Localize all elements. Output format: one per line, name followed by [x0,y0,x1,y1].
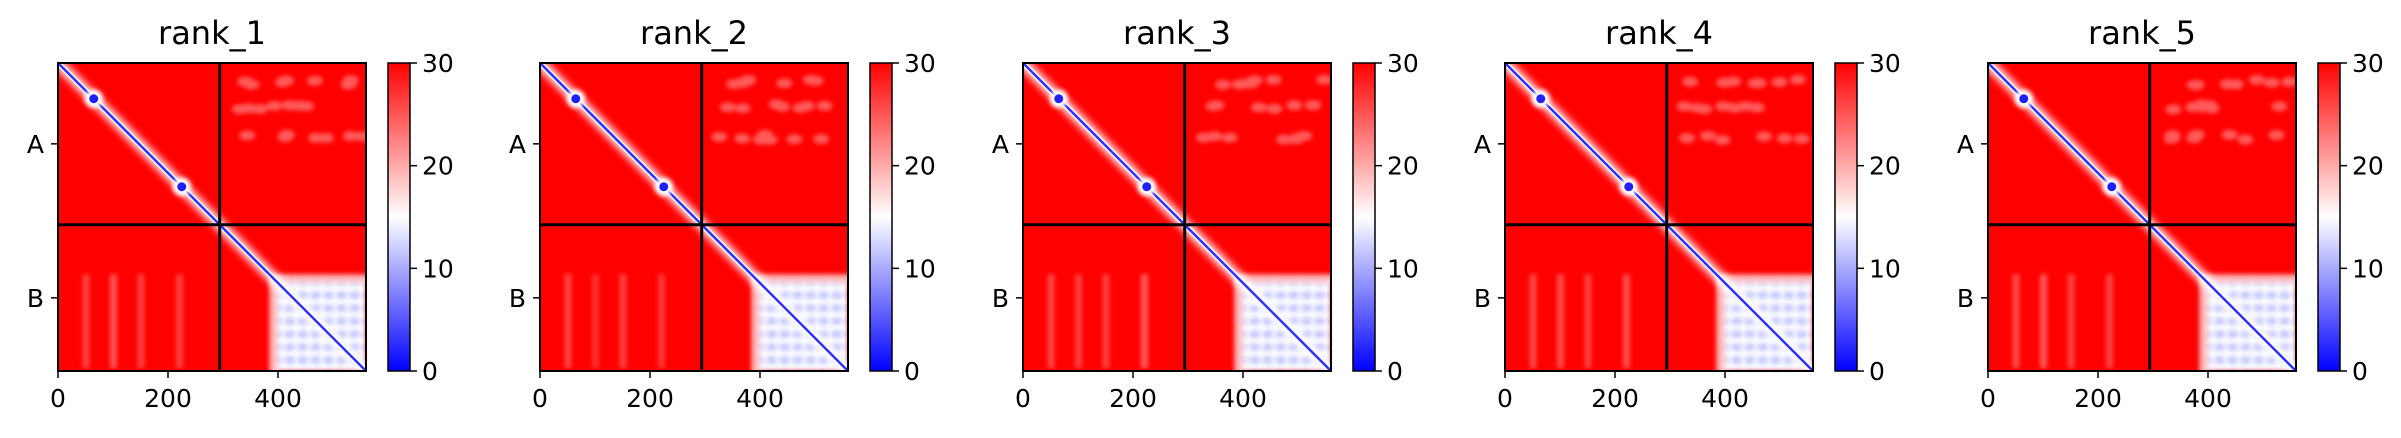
colorbar-tick-label: 20 [1387,152,1419,181]
axes-frame [539,62,849,372]
colorbar-tick-label: 30 [1387,49,1419,78]
panel-rank_3: rank_3 0 200 400 A B 0 10 20 30 [992,14,1419,413]
y-tick-label: A [27,130,44,159]
panel-title: rank_5 [2088,14,2196,52]
heatmap-texture [564,74,833,369]
heatmap-texture [1529,74,1810,369]
y-tick-label: A [1474,130,1491,159]
colorbar-tick-label: 30 [422,49,454,78]
colorbar [1834,62,1858,372]
heatmap [1505,63,1813,371]
colorbar-tick-label: 20 [904,152,936,181]
x-tick-label: 200 [626,384,674,413]
y-tick-label: B [1474,284,1491,313]
colorbar-tick-label: 10 [904,254,936,283]
colorbar [387,62,411,372]
panel-title: rank_4 [1605,14,1713,52]
panel-rank_4: rank_4 0 200 400 A B 0 10 20 30 [1474,14,1901,413]
heatmap-texture [2012,74,2296,369]
axes-frame [1504,62,1814,372]
y-tick-label: A [509,130,526,159]
colorbar-tick-label: 0 [2352,357,2368,386]
y-tick-label: A [992,130,1009,159]
colorbar-tick-label: 0 [1869,357,1885,386]
heatmap [1988,63,2296,371]
x-tick-label: 400 [2184,384,2232,413]
x-tick-label: 200 [144,384,192,413]
heatmap [1023,63,1331,371]
heatmap-texture [82,75,366,369]
x-tick-label: 400 [1701,384,1749,413]
diagonal-band [58,63,366,371]
colorbar [869,62,893,372]
y-tick-label: B [992,284,1009,313]
x-tick-label: 400 [736,384,784,413]
colorbar [2317,62,2341,372]
panel-title: rank_1 [158,14,266,52]
heatmap-texture [1047,74,1331,369]
axes-frame [57,62,367,372]
diagonal-band [1505,63,1813,371]
y-tick-label: A [1957,130,1974,159]
x-tick-label: 400 [1219,384,1267,413]
colorbar-tick-label: 0 [1387,357,1403,386]
axes-frame [1987,62,2297,372]
y-tick-label: B [1957,284,1974,313]
colorbar-tick-label: 30 [1869,49,1901,78]
colorbar [1352,62,1376,372]
x-tick-label: 200 [1109,384,1157,413]
panel-title: rank_2 [640,14,748,52]
diagonal-band [540,63,848,371]
diagonal-band [1023,63,1331,371]
axes-frame [1022,62,1332,372]
diagonal-band [1988,63,2296,371]
y-tick-label: B [509,284,526,313]
x-tick-label: 400 [254,384,302,413]
colorbar-tick-label: 0 [422,357,438,386]
heatmap [58,63,366,371]
colorbar-tick-label: 30 [2352,49,2384,78]
colorbar-tick-label: 0 [904,357,920,386]
colorbar-tick-label: 10 [1387,254,1419,283]
colorbar-tick-label: 10 [2352,254,2384,283]
y-tick-label: B [27,284,44,313]
colorbar-tick-label: 30 [904,49,936,78]
x-tick-label: 0 [1980,384,1996,413]
x-tick-label: 0 [50,384,66,413]
panel-rank_2: rank_2 0 200 400 A B 0 10 20 30 [509,14,936,413]
colorbar-tick-label: 10 [422,254,454,283]
x-tick-label: 0 [1015,384,1031,413]
x-tick-label: 0 [532,384,548,413]
x-tick-label: 200 [1591,384,1639,413]
colorbar-tick-label: 20 [1869,152,1901,181]
panel-rank_5: rank_5 0 200 400 A B 0 10 20 30 [1957,14,2384,413]
colorbar-tick-label: 20 [422,152,454,181]
heatmap [540,63,848,371]
panel-title: rank_3 [1123,14,1231,52]
panel-rank_1: rank_1 0 200 400 A B 0 10 20 30 [27,14,454,413]
x-tick-label: 200 [2074,384,2122,413]
colorbar-tick-label: 20 [2352,152,2384,181]
colorbar-tick-label: 10 [1869,254,1901,283]
x-tick-label: 0 [1497,384,1513,413]
